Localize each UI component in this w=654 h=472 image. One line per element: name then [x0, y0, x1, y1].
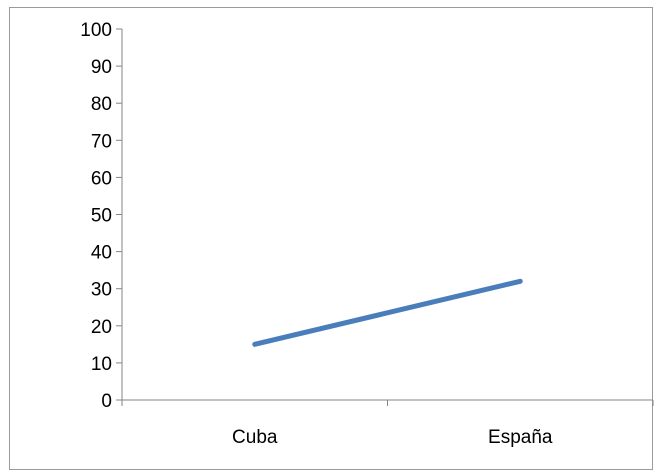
y-tick-label: 60	[91, 168, 112, 189]
series-lines	[252, 278, 523, 347]
chart-frame	[9, 7, 653, 470]
x-tick-labels: Cuba España	[232, 427, 553, 448]
chart-axes	[116, 28, 654, 406]
y-tick-label: 80	[91, 94, 112, 115]
y-tick-label: 20	[91, 317, 112, 338]
y-tick-label: 50	[91, 206, 112, 227]
y-tick-label: 30	[91, 280, 112, 301]
y-tick-label: 10	[91, 354, 112, 375]
y-tick-label: 100	[80, 20, 112, 41]
y-tick-label: 90	[91, 57, 112, 78]
x-tick-label: España	[488, 427, 553, 448]
y-tick-label: 40	[91, 243, 112, 264]
y-tick-labels: 0 10 20 30 40 50 60 70 80 90 100	[80, 20, 112, 412]
x-tick-label: Cuba	[232, 427, 278, 448]
y-tick-label: 70	[91, 131, 112, 152]
series-line	[252, 278, 523, 347]
y-tick-label: 0	[101, 391, 112, 412]
